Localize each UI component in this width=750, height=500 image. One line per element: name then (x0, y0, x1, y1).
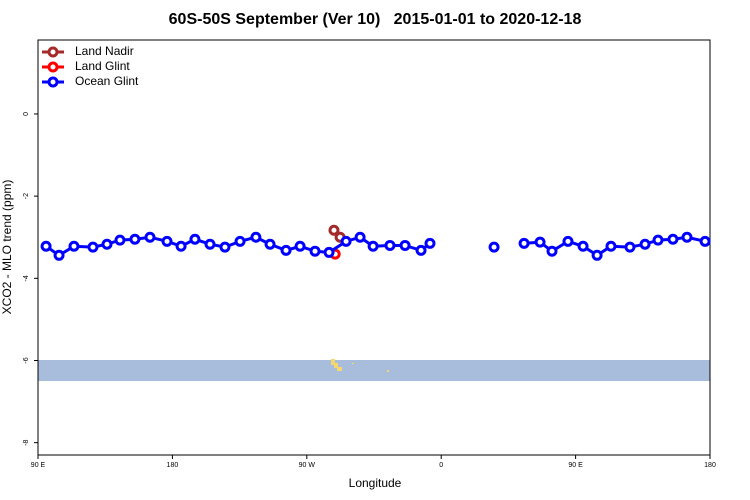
x-tick-label: 90 E (568, 462, 583, 469)
data-point (294, 240, 306, 252)
legend-marker (47, 46, 59, 58)
data-point (53, 249, 65, 261)
legend-label: Ocean Glint (75, 74, 139, 88)
data-point (667, 233, 679, 245)
data-point (144, 231, 156, 243)
data-point (488, 241, 500, 253)
data-point (384, 239, 396, 251)
data-point (40, 240, 52, 252)
data-point (280, 244, 292, 256)
ocean-map (38, 360, 710, 381)
data-point (189, 233, 201, 245)
data-point (424, 237, 436, 249)
y-tick-label: 0 (23, 112, 30, 116)
legend-marker (47, 61, 59, 73)
data-point (624, 241, 636, 253)
x-tick-label: 0 (439, 462, 443, 469)
legend-label: Land Nadir (75, 44, 134, 58)
data-point (250, 231, 262, 243)
y-axis-label: XCO2 - MLO trend (ppm) (0, 180, 14, 315)
data-point (114, 234, 126, 246)
data-point (101, 238, 113, 250)
data-point (577, 240, 589, 252)
chart-title: 60S-50S September (Ver 10) 2015-01-01 to… (169, 11, 582, 28)
x-tick-label: 90 W (299, 462, 316, 469)
data-point (518, 237, 530, 249)
data-point (399, 239, 411, 251)
data-point (87, 241, 99, 253)
data-point (681, 231, 693, 243)
data-point (605, 240, 617, 252)
data-point (264, 238, 276, 250)
data-point (161, 235, 173, 247)
legend-marker (47, 76, 59, 88)
data-point (204, 238, 216, 250)
y-tick-label: -8 (23, 439, 30, 445)
data-point (639, 238, 651, 250)
data-point (415, 244, 427, 256)
data-point (328, 224, 340, 236)
x-tick-label: 180 (167, 462, 179, 469)
data-point (562, 235, 574, 247)
legend-label: Land Glint (75, 59, 130, 73)
data-point (354, 231, 366, 243)
data-point (652, 234, 664, 246)
data-point (534, 236, 546, 248)
x-tick-label: 90 E (31, 462, 46, 469)
data-point (340, 235, 352, 247)
x-axis-label: Longitude (349, 476, 402, 490)
data-point (68, 240, 80, 252)
x-tick-label: 180 (704, 462, 716, 469)
y-tick-label: -6 (23, 357, 30, 363)
data-point (699, 235, 711, 247)
y-tick-label: -2 (23, 193, 30, 199)
land-map (331, 359, 389, 372)
data-point (175, 240, 187, 252)
data-point (309, 245, 321, 257)
data-point (367, 240, 379, 252)
y-tick-label: -4 (23, 275, 30, 281)
data-point (323, 246, 335, 258)
data-point (591, 249, 603, 261)
data-point (129, 233, 141, 245)
data-point (234, 235, 246, 247)
data-point (546, 245, 558, 257)
data-point (219, 241, 231, 253)
plot-frame (37, 39, 711, 456)
